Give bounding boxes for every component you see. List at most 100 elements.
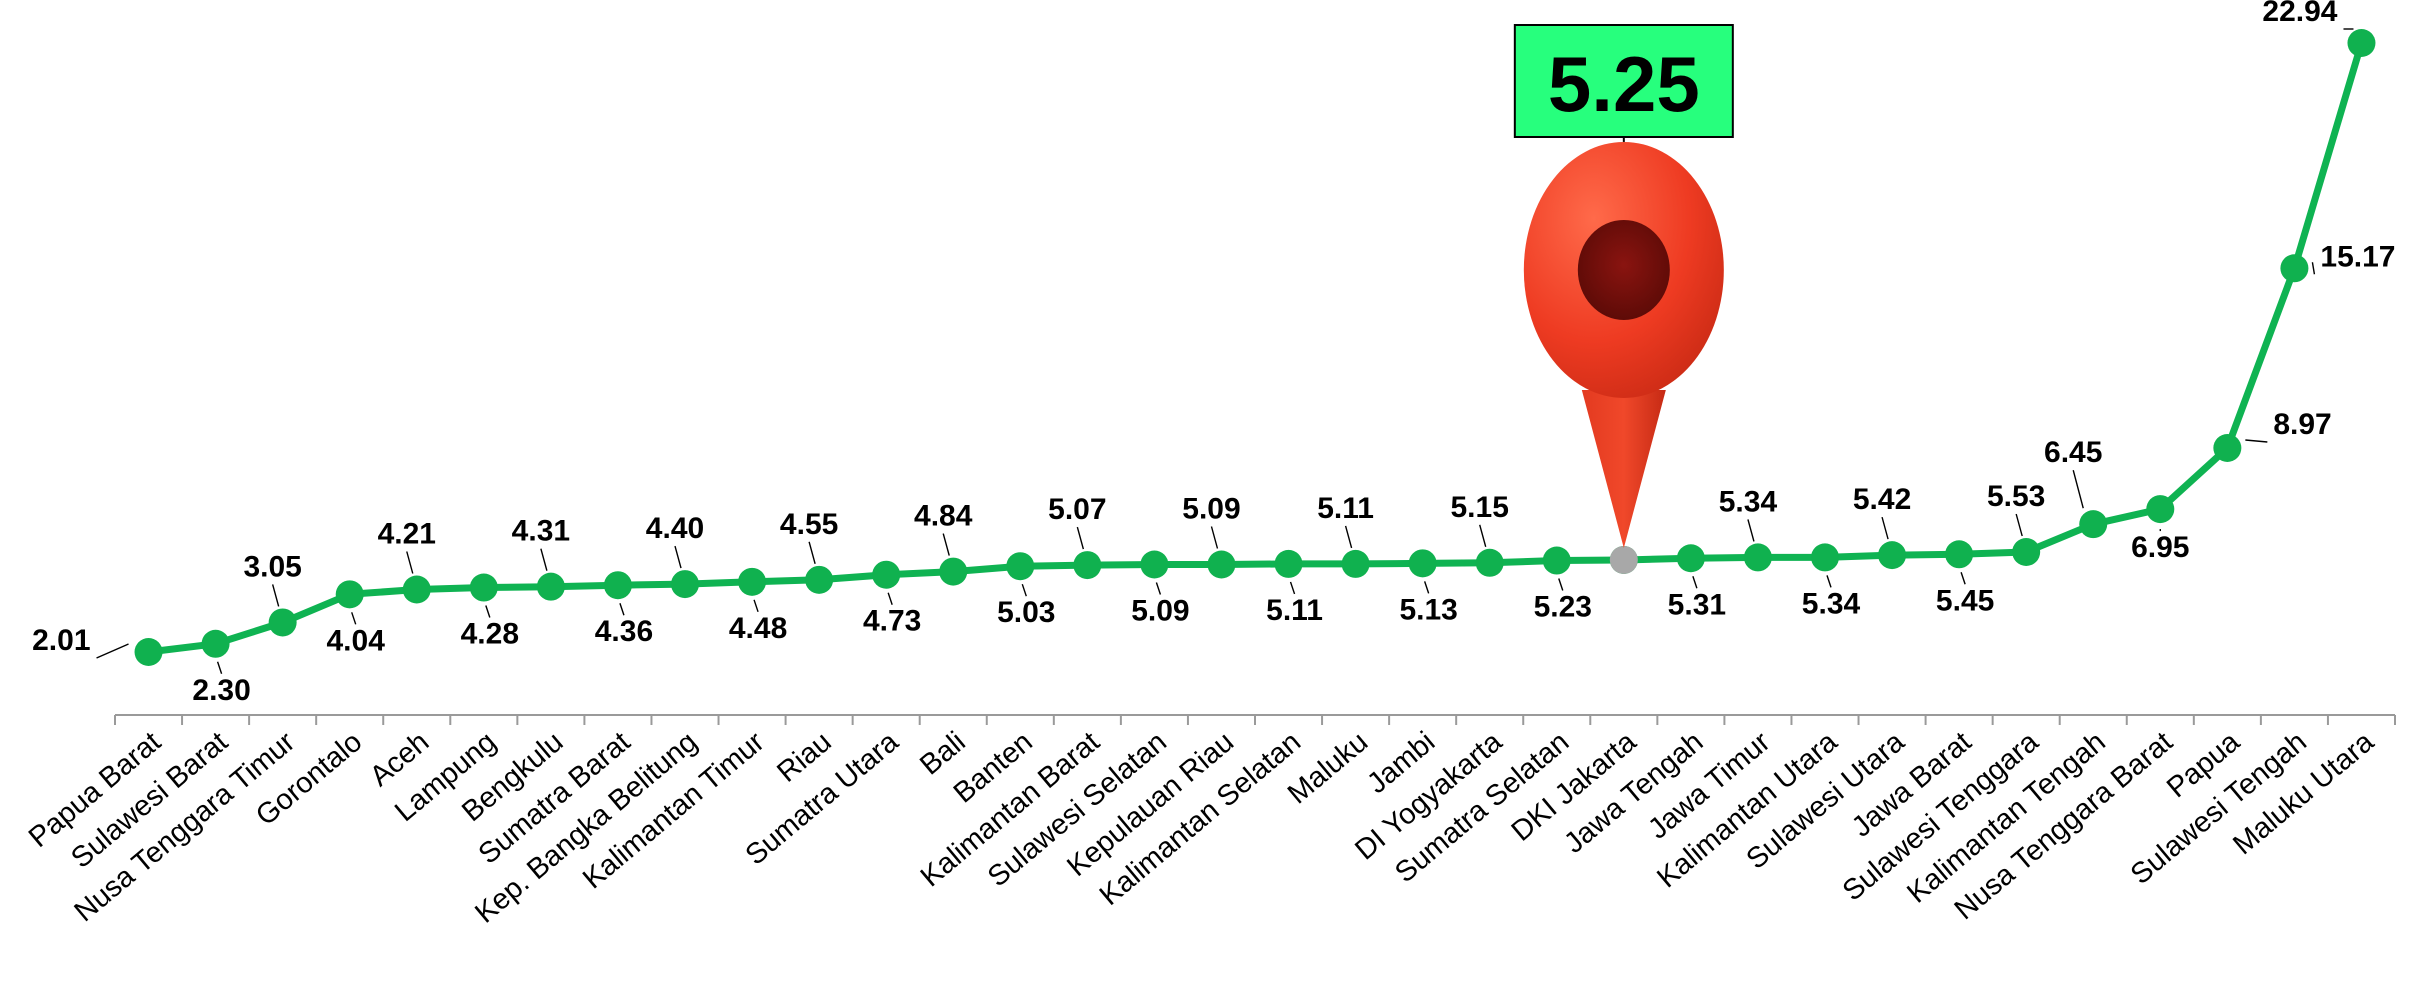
data-label: 3.05	[243, 550, 301, 583]
data-label: 4.21	[378, 518, 436, 551]
data-label-leader	[351, 612, 357, 625]
data-label-leader	[1423, 581, 1430, 594]
data-point	[268, 608, 297, 637]
data-point	[1073, 551, 1102, 580]
data-label: 5.15	[1451, 491, 1509, 524]
data-point	[805, 565, 834, 594]
data-point	[872, 560, 901, 589]
data-label: 5.11	[1266, 594, 1323, 627]
data-label: 4.31	[512, 515, 570, 548]
data-point	[1945, 540, 1974, 569]
data-label-leader	[2015, 513, 2023, 537]
data-point	[2280, 254, 2309, 283]
data-label-leader	[808, 541, 816, 565]
data-label-leader	[1881, 516, 1889, 540]
data-label: 5.42	[1853, 483, 1911, 516]
data-point	[1341, 549, 1370, 578]
data-label-leader	[2072, 470, 2084, 509]
data-label: 8.97	[2273, 408, 2331, 441]
data-label-leader	[753, 599, 759, 613]
data-point	[2012, 538, 2041, 566]
series-polyline	[148, 42, 2365, 656]
data-label-leader	[1960, 572, 1966, 585]
data-point	[2347, 29, 2376, 57]
data-label: 5.34	[1802, 587, 1861, 620]
data-label-leader	[619, 603, 625, 616]
data-point	[2213, 434, 2242, 462]
x-axis	[114, 714, 2396, 725]
data-point	[1274, 549, 1303, 578]
data-label-leader	[2245, 439, 2268, 443]
series-markers	[134, 29, 2376, 666]
data-label: 5.31	[1668, 588, 1726, 621]
data-label-leader	[1021, 583, 1027, 597]
data-label-leader	[1289, 581, 1296, 595]
highlight-callout: 5.25	[1513, 24, 1734, 574]
data-label: 5.09	[1182, 493, 1240, 526]
data-label-leader	[1692, 576, 1698, 589]
callout-box	[1513, 24, 1734, 138]
data-label: 4.28	[461, 618, 519, 651]
data-point	[603, 571, 632, 600]
data-label: 5.34	[1719, 485, 1778, 518]
pin-spike	[1581, 389, 1666, 548]
data-label: 5.23	[1534, 591, 1592, 624]
data-point	[134, 638, 163, 666]
data-point	[1811, 543, 1839, 572]
data-label: 15.17	[2320, 240, 2395, 273]
data-label-leader	[1210, 526, 1219, 549]
data-point	[1878, 541, 1907, 570]
data-point	[402, 575, 431, 604]
data-label: 5.11	[1317, 492, 1374, 525]
data-label-leader	[406, 551, 414, 574]
data-point	[1140, 550, 1169, 579]
data-label: 4.48	[729, 612, 787, 645]
data-label-leader	[674, 545, 682, 569]
data-point	[2079, 510, 2108, 539]
data-label-leader	[887, 592, 893, 605]
data-label: 6.45	[2044, 436, 2102, 469]
data-label: 4.84	[914, 500, 973, 533]
data-point	[469, 573, 498, 602]
data-label-leader	[2311, 262, 2316, 275]
pin-hole	[1577, 219, 1670, 320]
data-label: 5.45	[1936, 584, 1994, 617]
data-point	[1743, 543, 1772, 572]
data-label-leader	[96, 643, 129, 659]
data-point	[335, 580, 364, 609]
data-label: 5.07	[1048, 493, 1106, 526]
data-label: 5.53	[1987, 480, 2045, 513]
data-label-leader	[1076, 526, 1085, 550]
data-label-leader	[540, 548, 548, 571]
data-label-leader	[1558, 578, 1564, 591]
data-point	[939, 557, 968, 586]
data-point	[2146, 495, 2175, 524]
highlight-point	[1609, 545, 1638, 574]
data-labels: 2.01 2.30 3.05 4.04 4.21 4.28 4.31 4.36 4.40 4.48…	[32, 0, 2395, 707]
data-label-leader	[1479, 524, 1487, 547]
data-point	[738, 567, 767, 596]
data-point	[1542, 546, 1571, 575]
data-label: 4.36	[595, 615, 653, 648]
data-label: 2.30	[192, 674, 250, 707]
data-label-leader	[1747, 519, 1755, 542]
data-label: 2.01	[32, 624, 90, 657]
data-point	[1676, 544, 1705, 573]
data-label-leader	[1155, 582, 1162, 595]
data-label-leader	[942, 533, 950, 556]
data-label: 4.73	[863, 605, 921, 638]
data-label-leader	[216, 661, 223, 674]
data-point	[671, 570, 699, 599]
data-point	[1006, 552, 1035, 581]
data-label-leader	[1344, 525, 1353, 549]
series-line	[148, 42, 2365, 656]
data-label: 5.13	[1399, 593, 1457, 626]
data-label: 4.40	[646, 512, 704, 545]
data-point	[201, 629, 230, 658]
data-label-leader	[485, 605, 491, 618]
data-label-leader	[271, 584, 280, 607]
data-point	[1408, 549, 1437, 578]
data-point	[1475, 548, 1504, 577]
callout-value: 5.25	[1548, 40, 1700, 128]
